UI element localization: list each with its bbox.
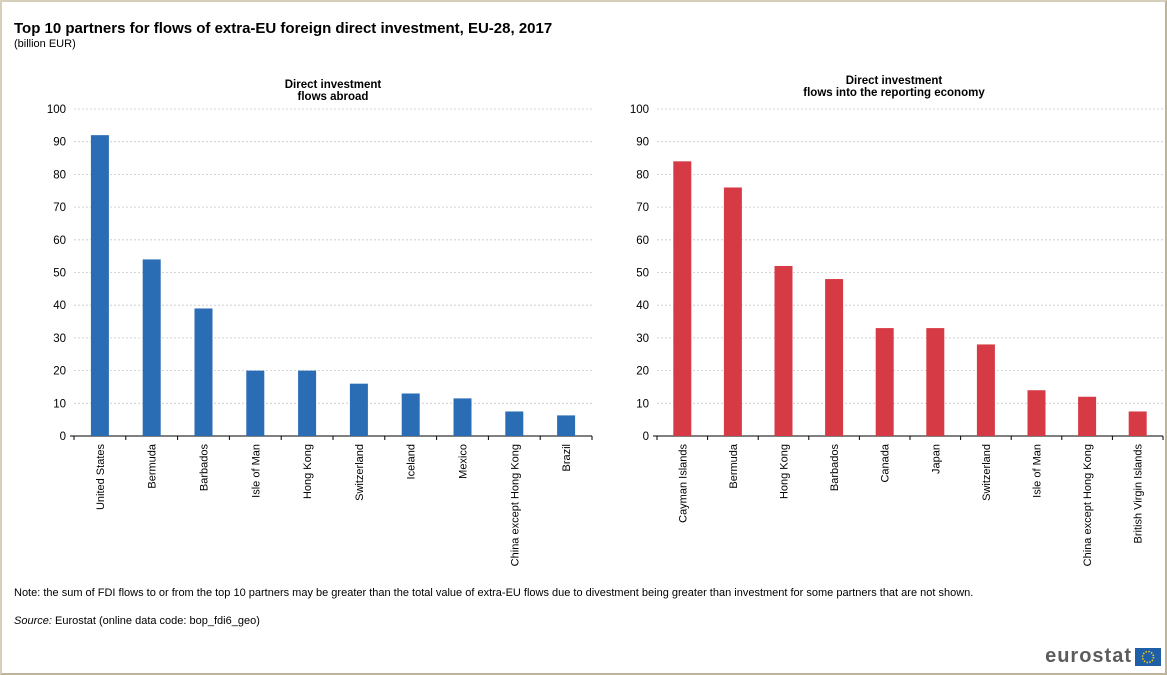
chart-2-bar [875, 328, 894, 436]
chart-2-category-label: Isle of Man [1032, 444, 1044, 498]
chart-1-bar [505, 411, 524, 436]
chart-1-bar [142, 259, 161, 436]
chart-1-y-tick-label: 70 [53, 202, 66, 214]
figure-title: Top 10 partners for flows of extra-EU fo… [14, 20, 553, 37]
logo-wordmark: eurostat [1045, 645, 1132, 667]
chart-2-y-tick-label: 80 [636, 169, 649, 181]
chart-1-category-label: Iceland [406, 444, 418, 479]
eurostat-logo: eurostat [1045, 645, 1161, 668]
chart-1-y-tick-label: 10 [53, 398, 66, 410]
source-label: Source: [14, 615, 52, 627]
chart-1-category-label: Switzerland [354, 444, 366, 501]
chart-2-category-label: Japan [930, 444, 942, 474]
chart-2-bar [1027, 390, 1046, 436]
chart-1-bar [90, 135, 109, 436]
chart-2-title-line: Direct investment [846, 75, 943, 87]
chart-1-category-label: United States [95, 444, 107, 511]
chart-2-category-label: China except Hong Kong [1082, 444, 1094, 566]
chart-1-y-tick-label: 40 [53, 300, 66, 312]
chart-1-bar [453, 398, 472, 436]
chart-2-bar [673, 161, 692, 436]
chart-2-y-tick-label: 90 [636, 137, 649, 149]
chart-2-y-tick-label: 10 [636, 398, 649, 410]
chart-1-category-label: Mexico [458, 444, 470, 479]
chart-1-category-label: Bermuda [147, 443, 159, 489]
chart-1-bar [557, 415, 576, 436]
chart-1-category-label: Barbados [199, 444, 211, 492]
chart-1-y-tick-label: 60 [53, 235, 66, 247]
chart-1-title-line: Direct investment [285, 79, 382, 91]
chart-2-category-label: Bermuda [728, 443, 740, 489]
chart-2-y-tick-label: 100 [630, 104, 649, 116]
chart-2-bar [774, 265, 793, 436]
chart-2-y-tick-label: 30 [636, 333, 649, 345]
chart-1-y-tick-label: 80 [53, 169, 66, 181]
chart-2-y-tick-label: 0 [643, 431, 649, 443]
chart-2-y-tick-label: 70 [636, 202, 649, 214]
chart-2-bar [1078, 396, 1097, 436]
chart-2-category-label: Cayman Islands [677, 444, 689, 523]
chart-1-y-tick-label: 90 [53, 137, 66, 149]
chart-1-category-label: China except Hong Kong [509, 444, 521, 566]
chart-2-bar [926, 328, 945, 436]
chart-2-bar [976, 344, 995, 436]
chart-2-y-tick-label: 20 [636, 366, 649, 378]
chart-2-category-label: Switzerland [981, 444, 993, 501]
chart-2-title-line: flows into the reporting economy [803, 87, 985, 99]
chart-1-y-tick-label: 30 [53, 333, 66, 345]
chart-2-y-tick-label: 60 [636, 235, 649, 247]
chart-1-category-label: Brazil [561, 444, 573, 472]
chart-2-category-label: Hong Kong [779, 444, 791, 499]
chart-1-bar [349, 383, 368, 436]
source-line: Source: Eurostat (online data code: bop_… [14, 615, 260, 627]
eu-flag-icon [1135, 647, 1161, 666]
chart-1-bar [401, 393, 420, 436]
chart-1-y-tick-label: 0 [60, 431, 66, 443]
chart-1-y-tick-label: 50 [53, 268, 66, 280]
chart-2-y-tick-label: 50 [636, 268, 649, 280]
chart-1-y-tick-label: 20 [53, 366, 66, 378]
chart-1-title-line: flows abroad [298, 91, 369, 103]
chart-2-y-tick-label: 40 [636, 300, 649, 312]
source-text: Eurostat (online data code: bop_fdi6_geo… [54, 615, 260, 627]
chart-1-category-label: Isle of Man [250, 444, 262, 498]
chart-1-bar [298, 370, 317, 436]
chart-2-bar [825, 279, 844, 436]
chart-2-category-label: British Virgin Islands [1133, 444, 1145, 544]
chart-1-bar [194, 308, 213, 436]
footnote: Note: the sum of FDI flows to or from th… [14, 587, 974, 599]
chart-2-category-label: Canada [880, 443, 892, 482]
chart-2-bar [723, 187, 742, 436]
chart-2-bar [1128, 411, 1147, 436]
chart-1-bar [246, 370, 265, 436]
chart-2-category-label: Barbados [829, 444, 841, 492]
chart-1-category-label: Hong Kong [302, 444, 314, 499]
chart-1-y-tick-label: 100 [47, 104, 66, 116]
figure-subtitle: (billion EUR) [14, 38, 76, 50]
